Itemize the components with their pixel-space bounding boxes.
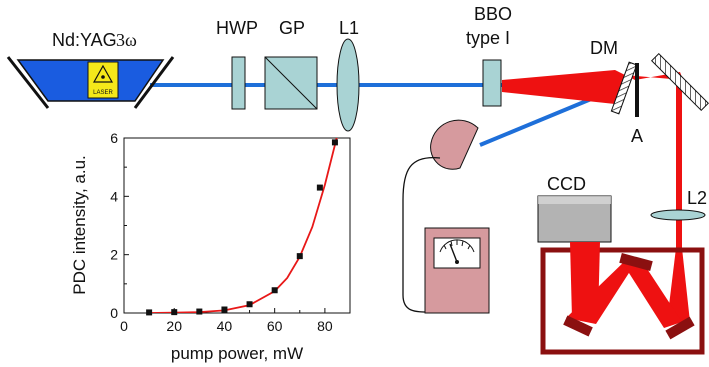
l2: L2 [650, 188, 707, 221]
hwp-plate [231, 56, 246, 110]
pdc-cone [502, 70, 625, 104]
x-tick-label: 0 [120, 318, 128, 334]
meter-needle [449, 243, 458, 263]
x-tick-label: 60 [267, 318, 283, 334]
fit-curve [149, 138, 338, 313]
x-axis: 0 20 40 60 80 [120, 308, 333, 334]
detector-head [430, 119, 479, 170]
data-point [316, 184, 323, 191]
detector-cable [402, 157, 443, 313]
a-label: A [631, 126, 643, 146]
data-point [146, 309, 153, 316]
laser: LASER Nd:YAG 3ω [6, 30, 175, 109]
detector [430, 119, 479, 170]
dichroic-mirror: DM [590, 38, 638, 115]
data-point [221, 306, 228, 313]
x-tick-label: 80 [317, 318, 333, 334]
dm-label: DM [590, 38, 618, 58]
y-tick-label: 6 [110, 130, 118, 146]
dm-plate [610, 61, 638, 115]
folding-mirror-plate [651, 53, 709, 111]
data-point [171, 309, 178, 316]
x-tick-label: 20 [166, 318, 182, 334]
l1-label: L1 [339, 18, 359, 38]
y-tick-label: 4 [110, 188, 118, 204]
chamber-mirror-3 [665, 316, 695, 340]
hwp: HWP [216, 18, 258, 110]
l1-lens [336, 38, 360, 132]
data-points [146, 139, 338, 316]
data-point [246, 301, 253, 308]
pdc-beam-into-chamber [667, 248, 690, 322]
x-tick-label: 40 [217, 318, 233, 334]
l2-lens [650, 209, 706, 221]
chamber-mirror-2 [619, 253, 653, 271]
inset-chart: 0 20 40 60 80 0 2 4 6 pump power, mW PDC intens… [70, 130, 351, 363]
chamber-beam-2 [566, 258, 636, 324]
l1: L1 [336, 18, 360, 132]
data-point [331, 139, 338, 146]
data-point [271, 287, 278, 294]
laser-warning-icon [92, 64, 114, 83]
data-point [196, 308, 203, 315]
laser-sticker-text: LASER [93, 90, 113, 96]
l2-label: L2 [687, 188, 707, 208]
gp: GP [264, 18, 318, 110]
laser-warning-sticker [87, 61, 119, 99]
bbo-crystal [482, 59, 502, 107]
beams [150, 70, 690, 322]
aperture: A [631, 63, 643, 146]
plot-frame [123, 137, 351, 314]
y-tick-label: 2 [110, 247, 118, 263]
ccd-label: CCD [547, 174, 586, 194]
folding-mirror [651, 53, 709, 111]
laser-label: Nd:YAG [52, 30, 117, 50]
bbo-label-line2: type I [466, 28, 510, 48]
bbo-label-line1: BBO [474, 4, 512, 24]
y-axis: 0 2 4 6 [110, 130, 129, 321]
gp-label: GP [279, 18, 305, 38]
chamber-frame [540, 247, 705, 355]
chamber [540, 242, 705, 355]
y-tick-label: 0 [110, 305, 118, 321]
chamber-mirror-1 [563, 315, 593, 337]
y-axis-title: PDC intensity, a.u. [70, 155, 89, 295]
x-axis-title: pump power, mW [171, 344, 303, 363]
laser-harmonic-label: 3ω [116, 30, 137, 50]
bbo: BBO type I [466, 4, 512, 107]
hwp-label: HWP [216, 18, 258, 38]
ccd: CCD [537, 174, 612, 243]
chamber-beam-3 [622, 258, 682, 328]
power-meter [424, 227, 490, 314]
data-point [296, 253, 303, 260]
